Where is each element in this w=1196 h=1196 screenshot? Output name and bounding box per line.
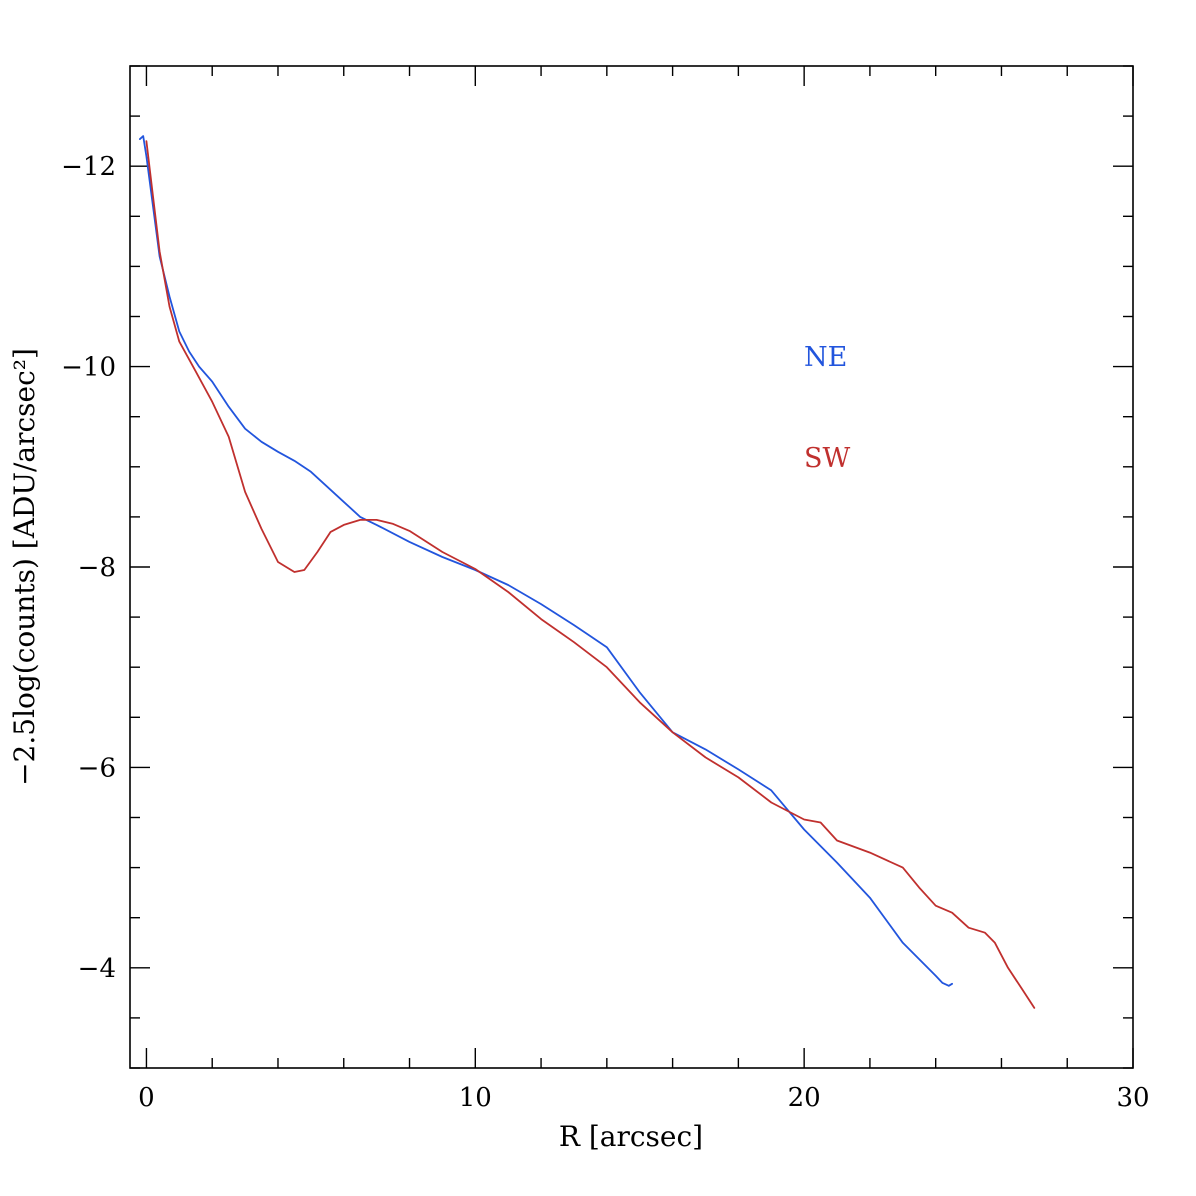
- x-axis-label: R [arcsec]: [559, 1120, 703, 1153]
- y-tick-label: −12: [61, 152, 116, 182]
- x-tick-label: 20: [788, 1083, 821, 1113]
- axis-ticks: [130, 65, 1134, 1069]
- y-tick-label: −10: [61, 353, 116, 383]
- y-tick-label: −8: [78, 553, 116, 583]
- y-axis-label: −2.5log(counts) [ADU/arcsec²]: [8, 348, 41, 786]
- x-tick-label: 0: [138, 1083, 155, 1113]
- series-group: [138, 135, 1036, 1009]
- x-tick-label: 30: [1116, 1083, 1149, 1113]
- x-tick-label: 10: [459, 1083, 492, 1113]
- y-tick-label: −4: [78, 954, 116, 984]
- series-line-sw: [145, 140, 1036, 1009]
- series-line-ne: [138, 135, 953, 987]
- y-tick-label: −6: [78, 753, 116, 783]
- plot-frame: [129, 65, 1134, 1069]
- legend-label-ne: NE: [804, 342, 847, 373]
- tick-labels: 0 10 20 30 −12 −10 −8 −6 −4: [61, 152, 1149, 1113]
- legend-label-sw: SW: [804, 443, 850, 474]
